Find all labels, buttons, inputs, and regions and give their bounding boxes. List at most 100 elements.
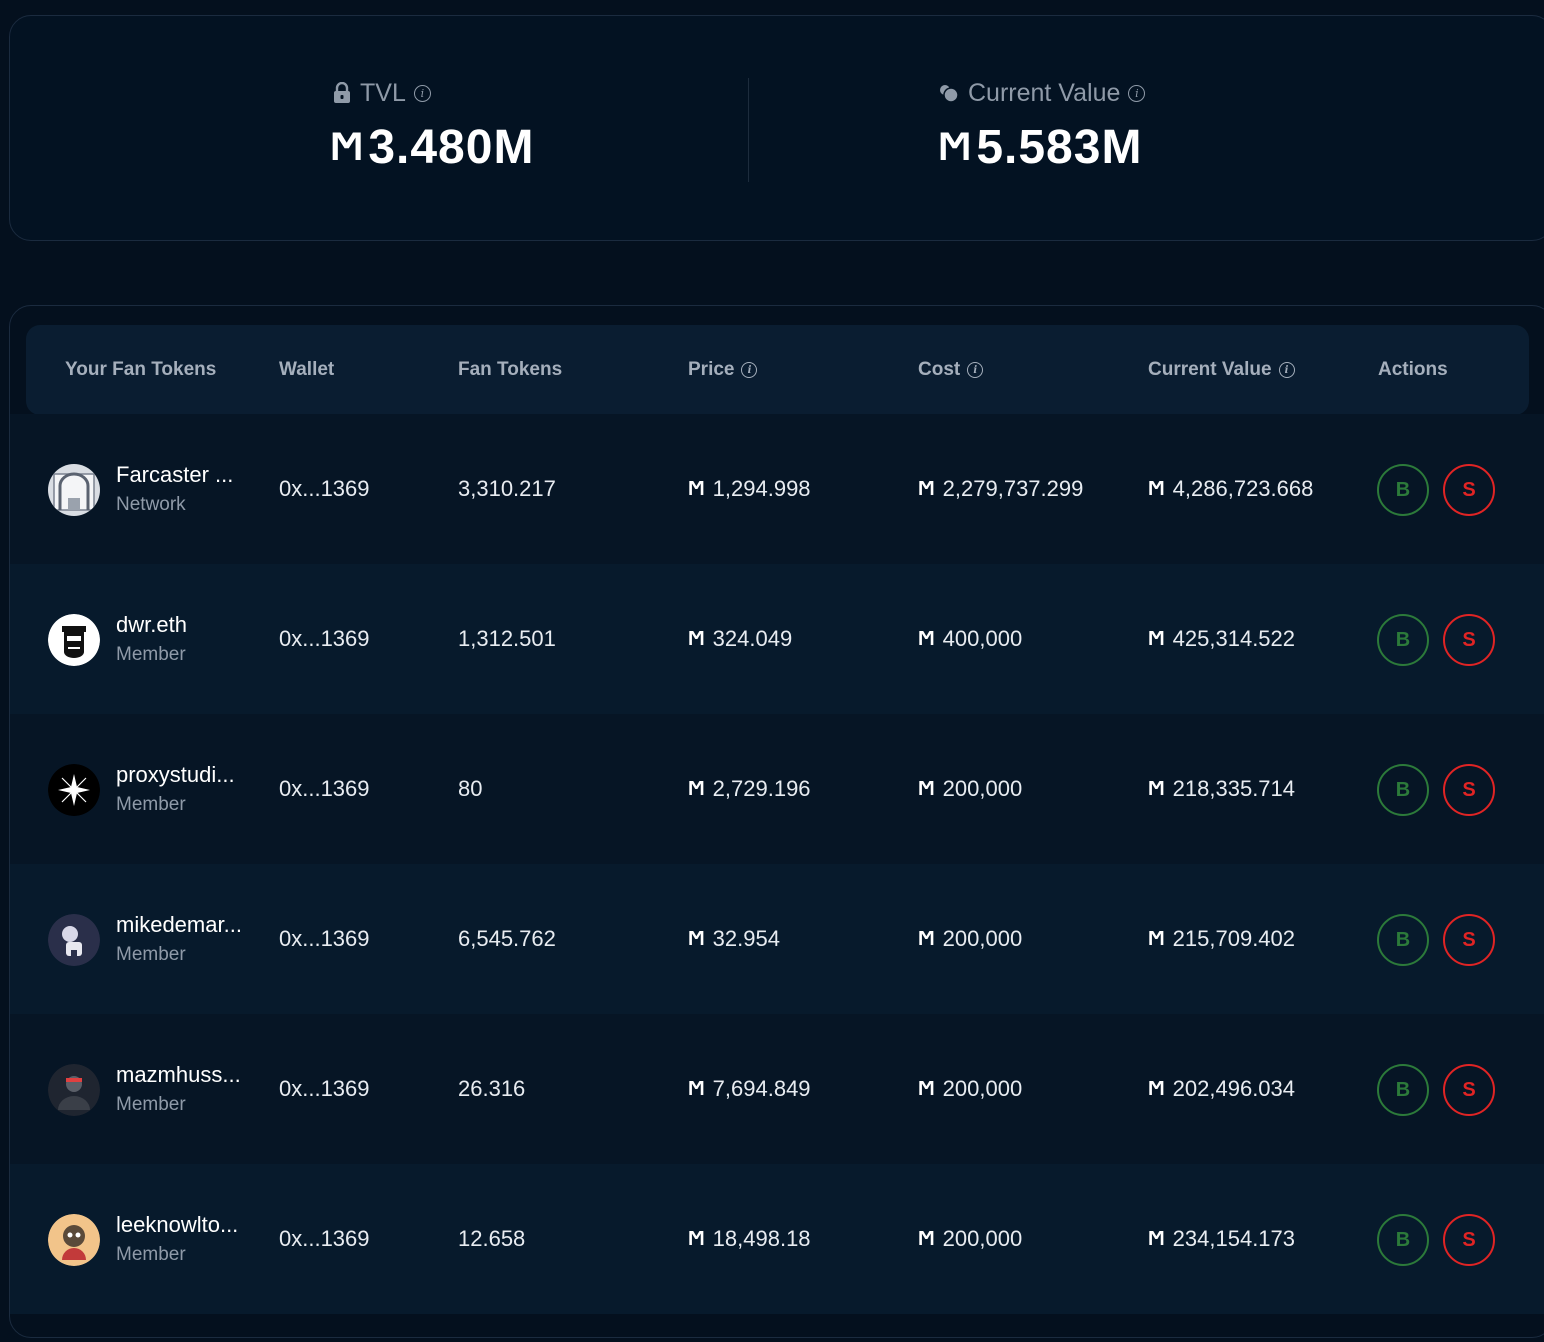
wallet-cell: 0x...1369 xyxy=(279,1226,370,1251)
cost-cell: Ϻ 200,000 xyxy=(918,926,1023,951)
mazmhuss-avatar[interactable] xyxy=(48,1064,100,1116)
wallet-cell: 0x...1369 xyxy=(279,776,370,801)
table-header: Your Fan Tokens Wallet Fan Tokens Price i… xyxy=(26,325,1529,415)
table-row[interactable]: proxystudi... Member 0x...1369 80 Ϻ 2,729… xyxy=(10,714,1544,864)
buy-button[interactable]: B xyxy=(1377,914,1429,966)
proxystudio-avatar[interactable] xyxy=(48,764,100,816)
coins-icon xyxy=(940,85,959,103)
currency-symbol: Ϻ xyxy=(1148,777,1165,800)
currency-symbol: Ϻ xyxy=(1148,927,1165,950)
current-value-cell: Ϻ 234,154.173 xyxy=(1148,1226,1296,1251)
cost-cell: Ϻ 2,279,737.299 xyxy=(918,476,1084,501)
cost-cell: Ϻ 400,000 xyxy=(918,626,1023,651)
currency-symbol: Ϻ xyxy=(688,777,705,800)
currency-symbol: Ϻ xyxy=(688,627,705,650)
info-icon[interactable]: i xyxy=(1278,362,1295,378)
table-row[interactable]: dwr.eth Member 0x...1369 1,312.501 Ϻ 324.… xyxy=(10,564,1544,714)
currency-symbol: Ϻ xyxy=(918,627,935,650)
header-actions: Actions xyxy=(1378,359,1448,380)
sell-button[interactable]: S xyxy=(1443,1214,1495,1266)
currency-symbol: Ϻ xyxy=(1148,627,1165,650)
header-fan-tokens[interactable]: Fan Tokens xyxy=(458,359,563,380)
price-cell: Ϻ 18,498.18 xyxy=(688,1226,811,1251)
currency-symbol: Ϻ xyxy=(1148,477,1165,500)
token-role: Network xyxy=(116,494,186,515)
token-name[interactable]: Farcaster ... xyxy=(116,462,234,487)
currency-symbol: Ϻ xyxy=(688,927,705,950)
sell-button[interactable]: S xyxy=(1443,764,1495,816)
price-cell: Ϻ 32.954 xyxy=(688,926,780,951)
sell-button[interactable]: S xyxy=(1443,464,1495,516)
price-cell: Ϻ 2,729.196 xyxy=(688,776,811,801)
tvl-stat: TVL i Ϻ 3.480M xyxy=(10,16,746,242)
token-name[interactable]: proxystudi... xyxy=(116,762,235,787)
buy-button[interactable]: B xyxy=(1377,464,1429,516)
table-row[interactable]: mazmhuss... Member 0x...1369 26.316 Ϻ 7,6… xyxy=(10,1014,1544,1164)
currency-symbol: Ϻ xyxy=(918,777,935,800)
tvl-value: 3.480M xyxy=(368,121,535,174)
sell-button[interactable]: S xyxy=(1443,614,1495,666)
price-cell: Ϻ 324.049 xyxy=(688,626,793,651)
summary-card: TVL i Ϻ 3.480M Current Value i Ϻ 5.583M xyxy=(9,15,1544,241)
fan-tokens-cell: 12.658 xyxy=(458,1226,526,1251)
currency-symbol: Ϻ xyxy=(918,477,935,500)
info-icon[interactable]: i xyxy=(741,362,758,378)
table-row[interactable]: Farcaster ... Network 0x...1369 3,310.21… xyxy=(10,414,1544,564)
cost-cell: Ϻ 200,000 xyxy=(918,776,1023,801)
info-icon[interactable]: i xyxy=(967,362,984,378)
header-wallet[interactable]: Wallet xyxy=(279,359,335,380)
buy-button[interactable]: B xyxy=(1377,1064,1429,1116)
token-name[interactable]: leeknowlto... xyxy=(116,1212,239,1237)
header-cost[interactable]: Cost i xyxy=(918,325,984,415)
token-role: Member xyxy=(116,944,186,965)
leeknowlto-avatar[interactable] xyxy=(48,1214,100,1266)
currency-symbol: Ϻ xyxy=(918,1077,935,1100)
token-role: Member xyxy=(116,644,186,665)
fan-tokens-cell: 1,312.501 xyxy=(458,626,556,651)
header-current-value[interactable]: Current Value i xyxy=(1148,325,1295,415)
current-value-cell: Ϻ 218,335.714 xyxy=(1148,776,1296,801)
info-icon[interactable]: i xyxy=(1128,84,1146,102)
token-name[interactable]: mikedemar... xyxy=(116,912,242,937)
buy-button[interactable]: B xyxy=(1377,614,1429,666)
token-role: Member xyxy=(116,1244,186,1265)
current-value-cell: Ϻ 425,314.522 xyxy=(1148,626,1296,651)
currency-symbol: Ϻ xyxy=(688,1077,705,1100)
currency-symbol: Ϻ xyxy=(938,125,973,169)
header-your-fan-tokens[interactable]: Your Fan Tokens xyxy=(65,359,217,380)
token-name[interactable]: mazmhuss... xyxy=(116,1062,241,1087)
info-icon[interactable]: i xyxy=(413,84,431,102)
current-value-cell: Ϻ 202,496.034 xyxy=(1148,1076,1296,1101)
currency-symbol: Ϻ xyxy=(1148,1077,1165,1100)
dwr-avatar[interactable] xyxy=(48,614,100,666)
header-price[interactable]: Price i xyxy=(688,325,758,415)
buy-button[interactable]: B xyxy=(1377,764,1429,816)
currency-symbol: Ϻ xyxy=(918,927,935,950)
wallet-cell: 0x...1369 xyxy=(279,626,370,651)
cost-cell: Ϻ 200,000 xyxy=(918,1076,1023,1101)
mikedemar-avatar[interactable] xyxy=(48,914,100,966)
farcaster-avatar[interactable] xyxy=(48,464,100,516)
token-name[interactable]: dwr.eth xyxy=(116,612,187,637)
current-value-cell: Ϻ 4,286,723.668 xyxy=(1148,476,1314,501)
divider xyxy=(748,78,749,182)
table-row[interactable]: mikedemar... Member 0x...1369 6,545.762 … xyxy=(10,864,1544,1014)
price-cell: Ϻ 7,694.849 xyxy=(688,1076,811,1101)
fan-tokens-cell: 3,310.217 xyxy=(458,476,556,501)
fan-tokens-cell: 80 xyxy=(458,776,483,801)
fan-tokens-table: Your Fan Tokens Wallet Fan Tokens Price i… xyxy=(9,305,1544,1338)
currency-symbol: Ϻ xyxy=(1148,1227,1165,1250)
wallet-cell: 0x...1369 xyxy=(279,926,370,951)
currency-symbol: Ϻ xyxy=(918,1227,935,1250)
buy-button[interactable]: B xyxy=(1377,1214,1429,1266)
current-value-cell: Ϻ 215,709.402 xyxy=(1148,926,1296,951)
sell-button[interactable]: S xyxy=(1443,914,1495,966)
token-role: Member xyxy=(116,1094,186,1115)
currency-symbol: Ϻ xyxy=(688,1227,705,1250)
current-value-label: Current Value xyxy=(968,78,1121,107)
current-value-stat: Current Value i Ϻ 5.583M xyxy=(748,16,1484,242)
wallet-cell: 0x...1369 xyxy=(279,1076,370,1101)
currency-symbol: Ϻ xyxy=(688,477,705,500)
sell-button[interactable]: S xyxy=(1443,1064,1495,1116)
